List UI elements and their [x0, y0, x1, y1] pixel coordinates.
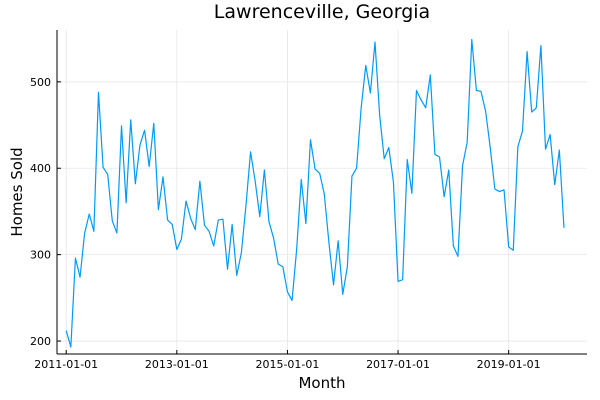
axes-layer — [56, 30, 587, 355]
x-tick-label: 2017-01-01 — [366, 358, 430, 371]
x-tick-label: 2011-01-01 — [34, 358, 98, 371]
x-tick-label: 2013-01-01 — [145, 358, 209, 371]
series-layer — [65, 38, 565, 348]
ticks-layer: 200 300 400 500 2011-01-01 2013-01-01 2015-01-… — [30, 76, 541, 371]
y-tick-label: 400 — [30, 162, 51, 175]
series-line — [65, 38, 565, 348]
y-axis-label: Homes Sold — [8, 147, 26, 236]
y-tick-label: 300 — [30, 249, 51, 262]
y-tick-label: 500 — [30, 76, 51, 89]
chart-title: Lawrenceville, Georgia — [214, 1, 430, 23]
x-axis-label: Month — [298, 374, 345, 392]
grid-layer — [57, 30, 587, 354]
x-tick-label: 2019-01-01 — [477, 358, 541, 371]
y-tick-label: 200 — [30, 335, 51, 348]
x-tick-label: 2015-01-01 — [255, 358, 319, 371]
